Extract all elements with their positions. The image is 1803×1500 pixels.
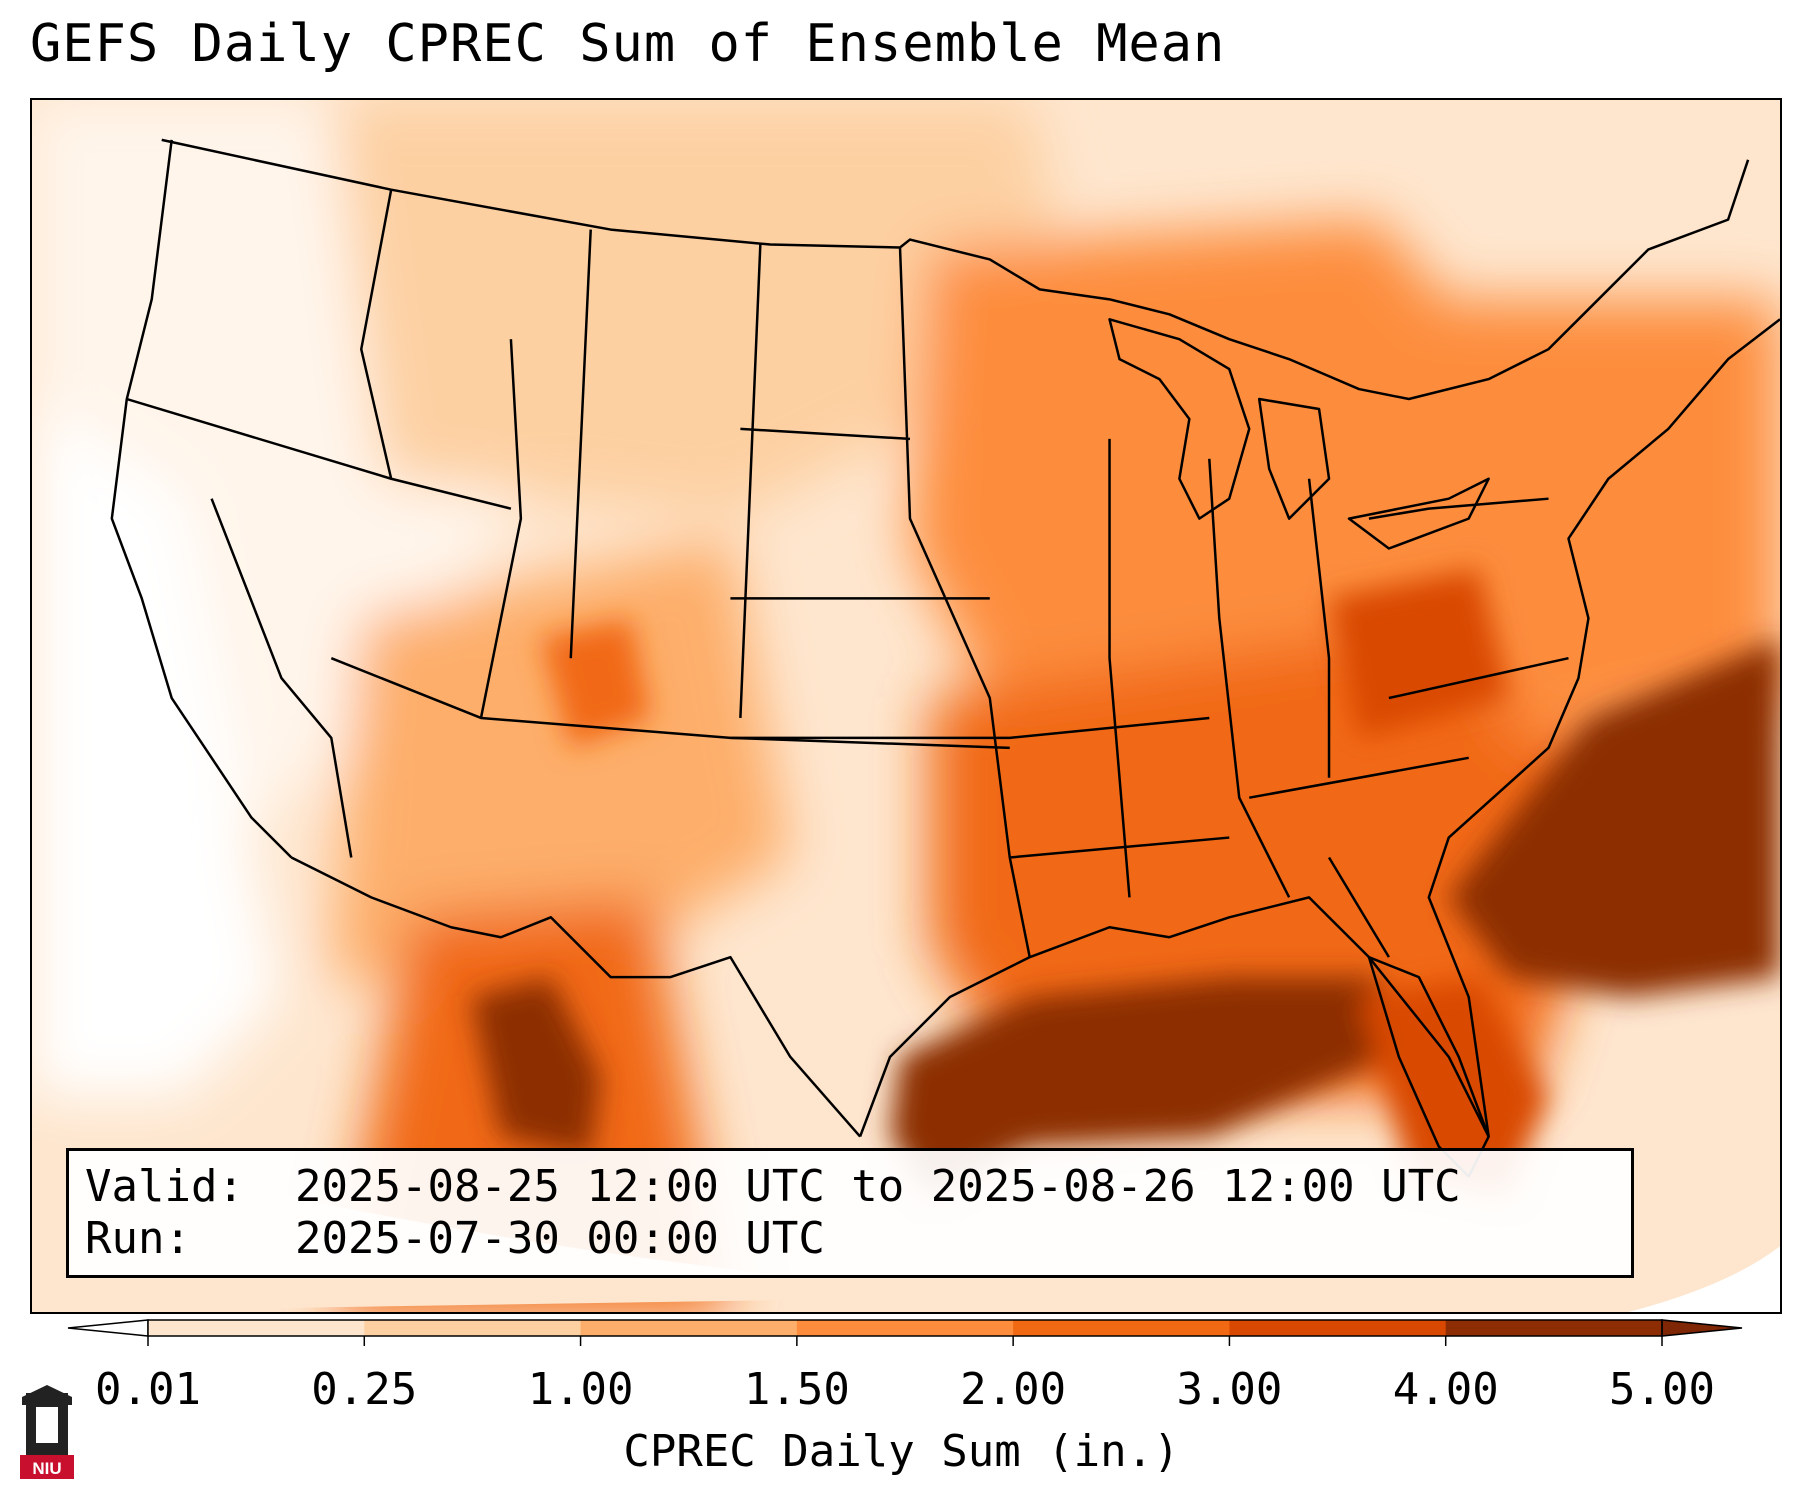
precipitation-map [30, 98, 1782, 1314]
atlantic-coast [1427, 318, 1780, 1137]
logo-roofline [22, 1385, 72, 1405]
precip-region-southwest [331, 538, 791, 998]
colorbar-segment [1229, 1320, 1447, 1336]
precip-region-northern-plains [331, 100, 1080, 519]
colorbar-tick-label: 4.00 [1392, 1364, 1499, 1415]
basemap-boundaries [110, 138, 1780, 1178]
logo-window [36, 1407, 58, 1443]
valid-row: Valid: 2025-08-25 12:00 UTC to 2025-08-26… [85, 1161, 1615, 1213]
colorbar-outline [147, 1319, 1663, 1337]
colorbar-segment [1013, 1320, 1230, 1336]
niu-logo: NIU [20, 1385, 74, 1479]
colorbar-tick-label: 3.00 [1176, 1364, 1283, 1415]
run-info-box: Valid: 2025-08-25 12:00 UTC to 2025-08-26… [66, 1148, 1634, 1278]
precip-region-pacific-dry [32, 399, 282, 1097]
precip-field [32, 100, 1780, 1312]
chart-title: GEFS Daily CPREC Sum of Ensemble Mean [30, 14, 1226, 74]
logo-text: NIU [32, 1459, 61, 1478]
precip-max-gulf [890, 977, 1389, 1197]
colorbar-tick-label: 0.01 [95, 1364, 201, 1415]
colorbar-tick-label: 5.00 [1609, 1364, 1715, 1415]
colorbar [67, 1319, 1743, 1346]
colorbar-segment [148, 1320, 365, 1336]
colorbar-segment [1445, 1320, 1663, 1336]
map-canvas [32, 100, 1780, 1312]
run-value: 2025-07-30 00:00 UTC [295, 1213, 825, 1264]
colorbar-under-arrow [67, 1319, 149, 1337]
gulf-coast [858, 896, 1490, 1138]
colorbar-tick-label: 2.00 [960, 1364, 1067, 1415]
precip-high-ohio-valley [1329, 568, 1509, 738]
colorbar-tick-label: 0.25 [311, 1364, 418, 1415]
colorbar-segment [364, 1320, 582, 1336]
colorbar-tick-label: 1.50 [743, 1364, 850, 1415]
colorbar-segment [796, 1320, 1014, 1336]
us-west-coast [110, 139, 293, 859]
run-row: Run: 2025-07-30 00:00 UTC [85, 1213, 1615, 1265]
state-lines-west [126, 189, 1010, 858]
logo-banner [20, 1455, 74, 1479]
colorbar-tick-label: 1.00 [527, 1364, 634, 1415]
us-canada-border [161, 138, 1750, 401]
precip-region-southeast [929, 618, 1629, 1097]
precip-max-atlantic [1448, 638, 1780, 998]
valid-value: 2025-08-25 12:00 UTC to 2025-08-26 12:00… [295, 1161, 1461, 1212]
precip-max-mexico [470, 977, 601, 1157]
colorbar-over-arrow [1661, 1319, 1743, 1337]
precip-high-colorado [540, 618, 651, 748]
precip-high-florida [1358, 977, 1549, 1197]
colorbar-label: CPREC Daily Sum (in.) [623, 1426, 1180, 1477]
valid-label: Valid: [85, 1161, 244, 1212]
state-lines-central [730, 247, 1230, 958]
great-lakes [1108, 318, 1490, 550]
projection-corner-right [1628, 1246, 1780, 1312]
state-lines-east [1208, 458, 1569, 958]
us-mexico-border [290, 856, 862, 1138]
run-label: Run: [85, 1213, 191, 1264]
colorbar-segment [580, 1320, 798, 1336]
